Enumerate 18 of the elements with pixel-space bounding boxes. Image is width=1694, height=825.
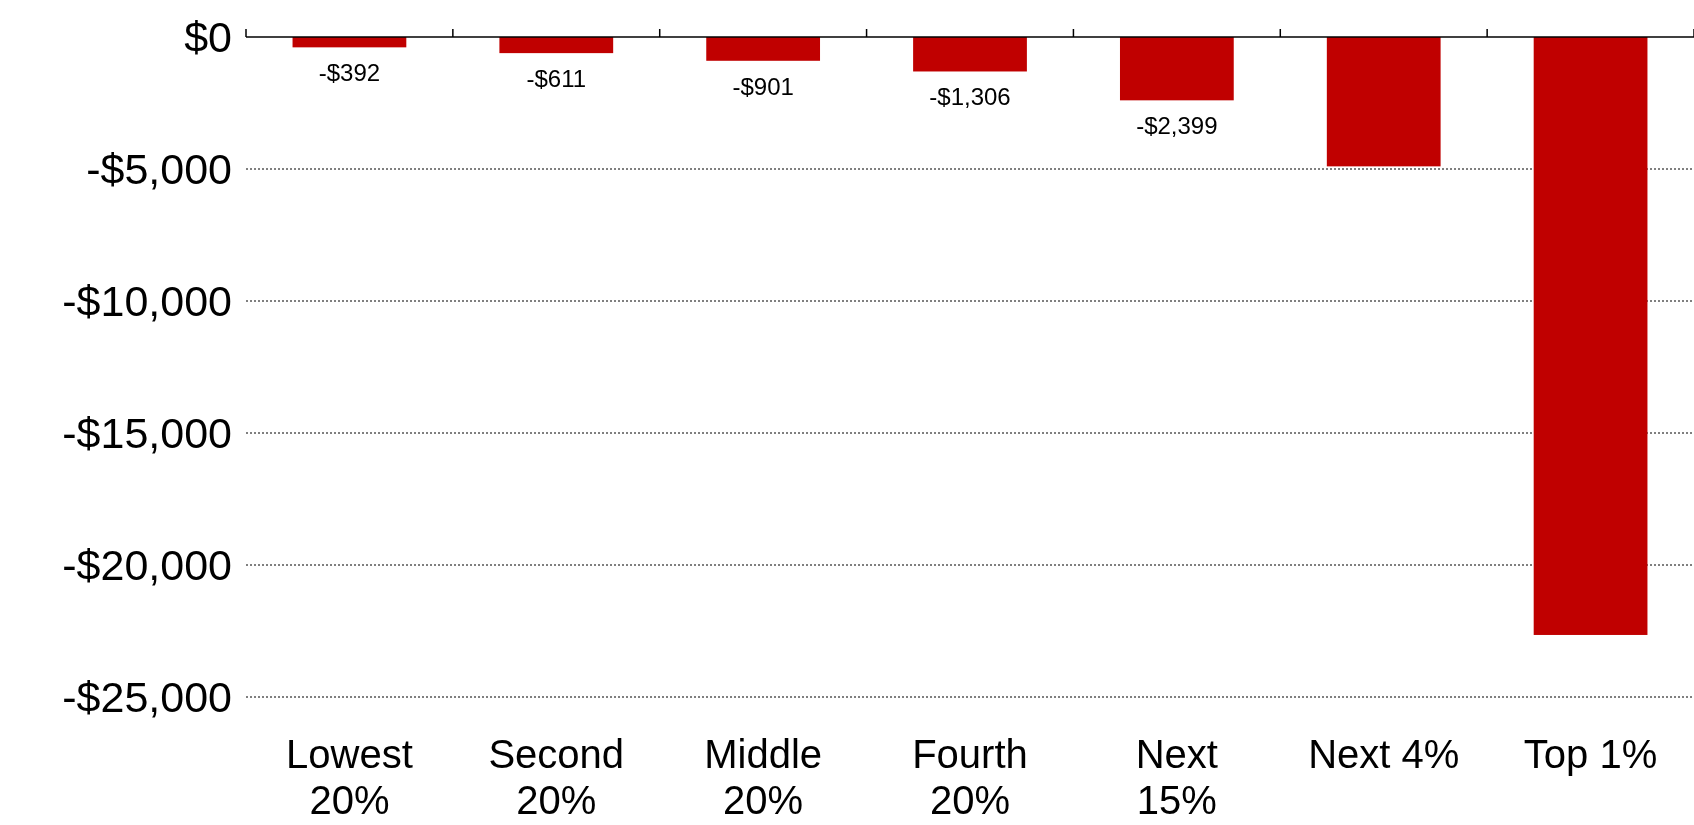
x-tick-label: Top 1% xyxy=(1523,732,1658,776)
x-tick-label: Second 20% xyxy=(488,732,625,822)
y-tick-label: -$15,000 xyxy=(62,409,232,458)
data-label: -$1,306 xyxy=(929,83,1011,111)
y-tick-label: -$10,000 xyxy=(62,277,232,326)
y-tick-label: -$25,000 xyxy=(62,673,232,722)
y-tick-label: -$5,000 xyxy=(86,145,232,194)
y-tick-label: -$20,000 xyxy=(62,541,232,590)
y-tick-label: $0 xyxy=(184,13,232,62)
data-label: -$901 xyxy=(732,72,794,100)
x-tick-label: Next 4% xyxy=(1308,732,1460,776)
data-label: -$392 xyxy=(318,59,381,87)
x-tick-label: Next 15% xyxy=(1135,732,1218,822)
x-tick-label: Middle 20% xyxy=(704,732,823,822)
data-label: -$611 xyxy=(526,65,587,93)
data-label: -$2,399 xyxy=(1136,112,1218,140)
x-tick-label: Lowest 20% xyxy=(286,732,413,822)
x-tick-label: Fourth 20% xyxy=(912,732,1028,822)
